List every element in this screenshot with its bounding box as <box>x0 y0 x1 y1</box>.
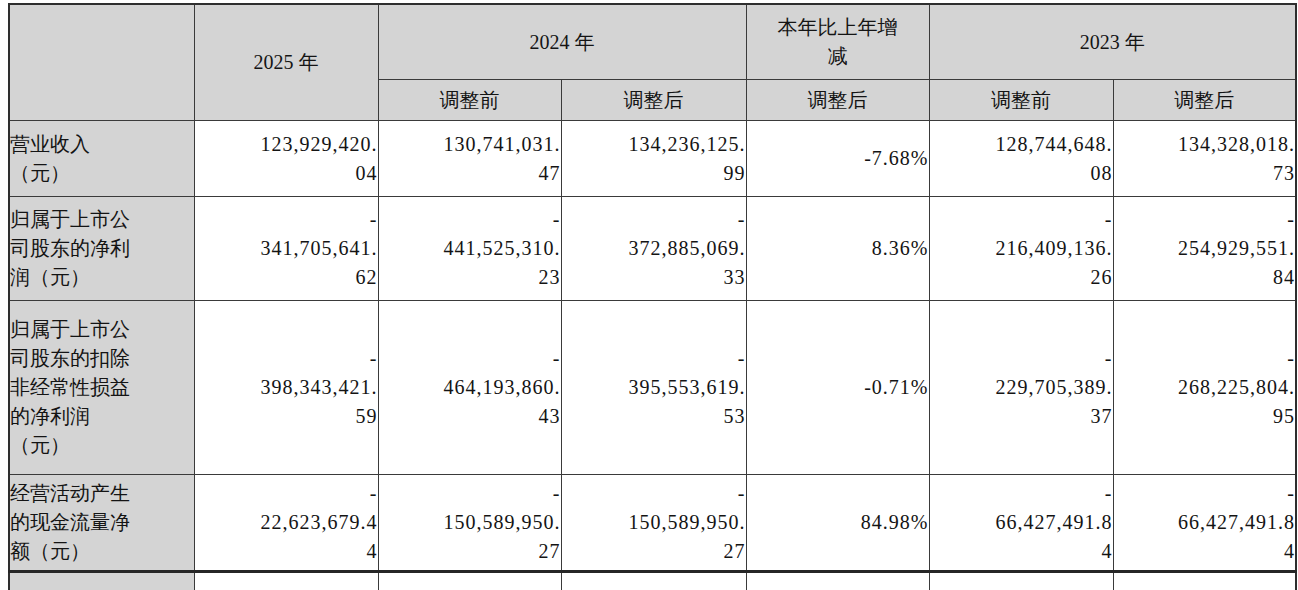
value-cell <box>194 572 378 590</box>
header-year-2024: 2024 年 <box>378 4 746 80</box>
subheader-2024-before-adjustment: 调整前 <box>378 80 561 121</box>
header-yoy-change: 本年比上年增 减 <box>746 4 929 80</box>
financial-summary-table: 2025 年 2024 年 本年比上年增 减 2023 年 调整前 调整后 调整… <box>8 3 1297 590</box>
subheader-2023-before-adjustment: 调整前 <box>929 80 1113 121</box>
value-cell: 123,929,420. 04 <box>194 121 378 197</box>
table-row-net-profit: 归属于上市公 司股东的净利 润（元） - 341,705,641. 62 - 4… <box>9 197 1296 301</box>
value-cell: - 22,623,679.4 4 <box>194 475 378 572</box>
value-cell: - 150,589,950. 27 <box>378 475 561 572</box>
value-cell: 134,328,018. 73 <box>1113 121 1296 197</box>
row-label-revenue: 营业收入 （元） <box>9 121 194 197</box>
value-cell: - 441,525,310. 23 <box>378 197 561 301</box>
value-cell <box>1113 572 1296 590</box>
value-cell: 84.98% <box>746 475 929 572</box>
row-label-net-profit-excl-nonrecurring: 归属于上市公 司股东的扣除 非经常性损益 的净利润 （元） <box>9 301 194 475</box>
value-cell: 128,744,648. 08 <box>929 121 1113 197</box>
table-corner-cell <box>9 4 194 121</box>
value-cell <box>929 572 1113 590</box>
table-row-revenue: 营业收入 （元） 123,929,420. 04 130,741,031. 47… <box>9 121 1296 197</box>
value-cell: 130,741,031. 47 <box>378 121 561 197</box>
value-cell: - 372,885,069. 33 <box>561 197 746 301</box>
header-year-2025: 2025 年 <box>194 4 378 121</box>
table-row-operating-cash-flow: 经营活动产生 的现金流量净 额（元） - 22,623,679.4 4 - 15… <box>9 475 1296 572</box>
value-cell: - 398,343,421. 59 <box>194 301 378 475</box>
value-cell: - 216,409,136. 26 <box>929 197 1113 301</box>
value-cell: -0.71% <box>746 301 929 475</box>
value-cell: 8.36% <box>746 197 929 301</box>
value-cell <box>561 572 746 590</box>
value-cell: - 464,193,860. 43 <box>378 301 561 475</box>
value-cell: - 229,705,389. 37 <box>929 301 1113 475</box>
value-cell <box>746 572 929 590</box>
table-row-partial <box>9 572 1296 590</box>
header-year-2023: 2023 年 <box>929 4 1296 80</box>
value-cell: -7.68% <box>746 121 929 197</box>
header-row-years: 2025 年 2024 年 本年比上年增 减 2023 年 <box>9 4 1296 80</box>
value-cell: - 341,705,641. 62 <box>194 197 378 301</box>
value-cell: - 268,225,804. 95 <box>1113 301 1296 475</box>
subheader-2024-after-adjustment: 调整后 <box>561 80 746 121</box>
value-cell <box>378 572 561 590</box>
table-row-net-profit-excl-nonrecurring: 归属于上市公 司股东的扣除 非经常性损益 的净利润 （元） - 398,343,… <box>9 301 1296 475</box>
value-cell: - 150,589,950. 27 <box>561 475 746 572</box>
value-cell: 134,236,125. 99 <box>561 121 746 197</box>
subheader-2023-after-adjustment: 调整后 <box>1113 80 1296 121</box>
value-cell: - 395,553,619. 53 <box>561 301 746 475</box>
financial-report-page: 2025 年 2024 年 本年比上年增 减 2023 年 调整前 调整后 调整… <box>0 0 1298 590</box>
row-label-net-profit: 归属于上市公 司股东的净利 润（元） <box>9 197 194 301</box>
subheader-yoy-after-adjustment: 调整后 <box>746 80 929 121</box>
value-cell: - 66,427,491.8 4 <box>1113 475 1296 572</box>
row-label-partial <box>9 572 194 590</box>
value-cell: - 254,929,551. 84 <box>1113 197 1296 301</box>
value-cell: - 66,427,491.8 4 <box>929 475 1113 572</box>
row-label-operating-cash-flow: 经营活动产生 的现金流量净 额（元） <box>9 475 194 572</box>
